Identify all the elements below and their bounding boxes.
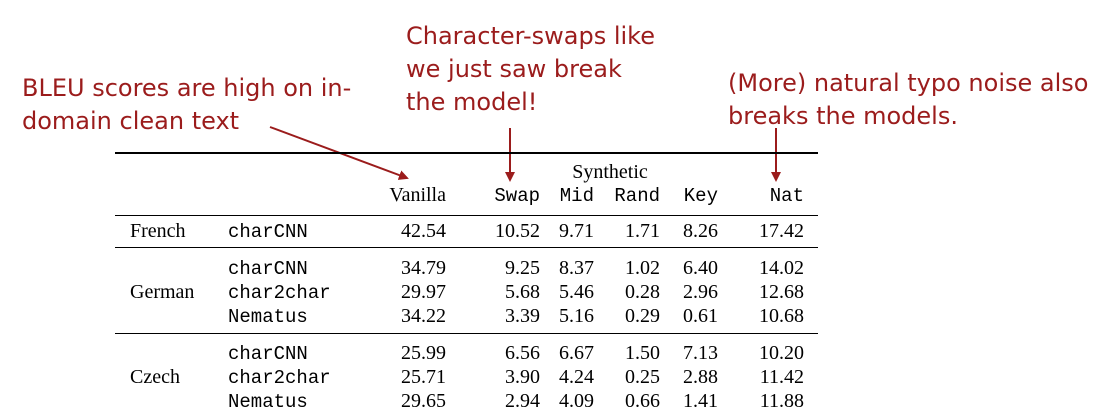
table-cell-rand: 1.71 [625, 220, 660, 242]
table-cell-rand: 0.66 [625, 390, 660, 412]
row-model: char2char [228, 282, 331, 304]
table-header-rule [115, 215, 818, 216]
table-cell-swap: 2.94 [505, 390, 540, 412]
table-cell-key: 2.88 [683, 366, 718, 388]
table-cell-key: 8.26 [683, 220, 718, 242]
table-cell-nat: 12.68 [759, 281, 804, 303]
table-cell-nat: 10.68 [759, 305, 804, 327]
table-cell-swap: 9.25 [505, 257, 540, 279]
table-cell-nat: 17.42 [759, 220, 804, 242]
table-cell-mid: 4.09 [559, 390, 594, 412]
table-cell-swap: 3.39 [505, 305, 540, 327]
row-model: charCNN [228, 343, 308, 365]
row-language: Czech [130, 366, 180, 388]
table-cell-nat: 11.42 [759, 366, 804, 388]
table-cell-swap: 5.68 [505, 281, 540, 303]
table-cell-rand: 1.02 [625, 257, 660, 279]
table-cell-vanilla: 25.71 [401, 366, 446, 388]
row-language: French [130, 220, 186, 242]
annotation-line: breaks the models. [728, 102, 958, 130]
annotation-nat: (More) natural typo noise also breaks th… [728, 67, 1088, 133]
table-cell-rand: 0.25 [625, 366, 660, 388]
header-key: Key [683, 185, 718, 207]
annotation-line: (More) natural typo noise also [728, 69, 1089, 97]
table-cell-key: 1.41 [683, 390, 718, 412]
table-cell-mid: 9.71 [559, 220, 594, 242]
table-cell-swap: 6.56 [505, 342, 540, 364]
table-cell-rand: 1.50 [625, 342, 660, 364]
header-swap: Swap [494, 185, 540, 207]
annotation-line: Character-swaps like [406, 22, 655, 50]
header-synthetic: Synthetic [572, 161, 648, 183]
table-section-rule [115, 333, 818, 334]
row-language: German [130, 281, 195, 303]
table-cell-nat: 14.02 [759, 257, 804, 279]
header-vanilla: Vanilla [389, 184, 446, 206]
table-cell-key: 2.96 [683, 281, 718, 303]
annotation-line: we just saw break [406, 55, 622, 83]
table-cell-nat: 10.20 [759, 342, 804, 364]
header-nat: Nat [769, 185, 804, 207]
table-cell-mid: 6.67 [559, 342, 594, 364]
annotation-line: the model! [406, 88, 538, 116]
table-cell-vanilla: 29.65 [401, 390, 446, 412]
table-cell-nat: 11.88 [759, 390, 804, 412]
table-cell-mid: 4.24 [559, 366, 594, 388]
table-cell-vanilla: 34.22 [401, 305, 446, 327]
table-section-rule [115, 247, 818, 248]
row-model: charCNN [228, 221, 308, 243]
row-model: charCNN [228, 258, 308, 280]
table-cell-vanilla: 29.97 [401, 281, 446, 303]
annotation-line: domain clean text [22, 107, 240, 135]
table-cell-swap: 10.52 [495, 220, 540, 242]
table-cell-vanilla: 42.54 [401, 220, 446, 242]
table-cell-rand: 0.29 [625, 305, 660, 327]
table-cell-mid: 5.46 [559, 281, 594, 303]
table-cell-vanilla: 34.79 [401, 257, 446, 279]
table-top-rule [115, 152, 818, 154]
header-rand: Rand [614, 185, 660, 207]
table-cell-mid: 8.37 [559, 257, 594, 279]
annotation-bleu: BLEU scores are high on in- domain clean… [22, 72, 351, 138]
table-cell-mid: 5.16 [559, 305, 594, 327]
header-mid: Mid [559, 185, 594, 207]
annotation-line: BLEU scores are high on in- [22, 74, 352, 102]
table-cell-rand: 0.28 [625, 281, 660, 303]
table-cell-swap: 3.90 [505, 366, 540, 388]
table-cell-key: 0.61 [683, 305, 718, 327]
table-cell-vanilla: 25.99 [401, 342, 446, 364]
table-cell-key: 6.40 [683, 257, 718, 279]
table-cell-key: 7.13 [683, 342, 718, 364]
row-model: Nematus [228, 306, 308, 328]
row-model: Nematus [228, 391, 308, 413]
row-model: char2char [228, 367, 331, 389]
annotation-swap: Character-swaps like we just saw break t… [406, 20, 655, 119]
